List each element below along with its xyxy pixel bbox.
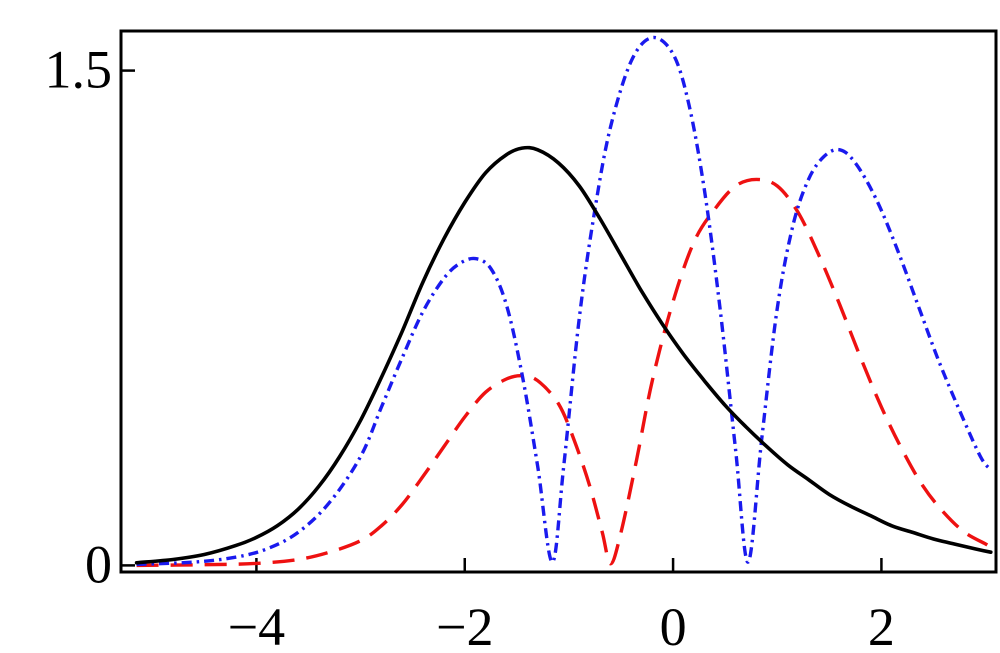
tick-marks: [121, 69, 883, 572]
y-tick-label: 1.5: [45, 40, 113, 100]
series-group: [134, 35, 993, 568]
series-line-dashed: [136, 177, 992, 568]
series-line-solid: [134, 145, 993, 565]
series-line-dash-dot: [136, 35, 993, 567]
plot-frame: [119, 29, 998, 574]
tick-labels: −4 −2 0 2 0 1.5: [45, 40, 895, 653]
x-tick-label: −2: [436, 597, 493, 653]
x-tick-label: 2: [868, 597, 895, 653]
x-tick-label: −4: [228, 597, 285, 653]
y-tick-label: 0: [85, 534, 112, 594]
x-tick-label: 0: [660, 597, 687, 653]
